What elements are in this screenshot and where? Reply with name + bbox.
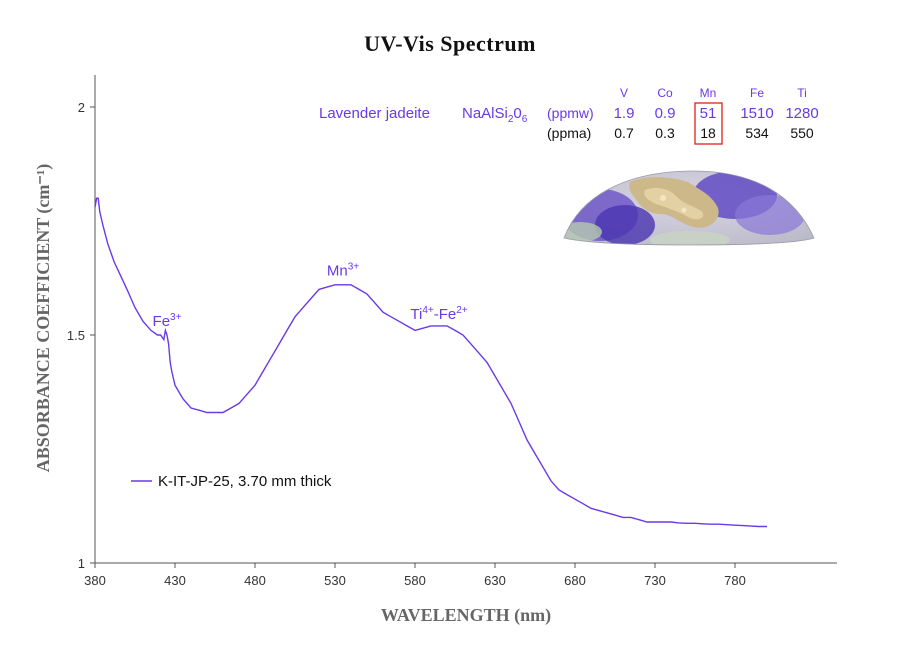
composition-table: V Co Mn Fe Ti Lavender jadeite NaAlSi206…: [319, 86, 819, 145]
ppmw-unit: (ppmw): [547, 105, 594, 121]
x-tick-label: 730: [644, 573, 666, 588]
ppma-co: 0.3: [655, 125, 675, 141]
spectrum-series-line: [94, 197, 767, 528]
element-header-ti: Ti: [797, 86, 807, 100]
element-header-mn: Mn: [700, 86, 717, 100]
x-tick-group: 380 430 480 530 580 630 680 730 780: [84, 563, 746, 588]
ppmw-fe: 1510: [740, 105, 773, 122]
x-tick-label: 680: [564, 573, 586, 588]
peak-annotation: Ti4+-Fe2+: [410, 305, 467, 323]
sample-label: Lavender jadeite: [319, 105, 430, 122]
y-tick-group: 11.52: [67, 100, 95, 571]
x-tick-label: 430: [164, 573, 186, 588]
y-tick-label: 2: [78, 100, 85, 115]
y-tick-label: 1: [78, 556, 85, 571]
ppma-v: 0.7: [614, 125, 634, 141]
x-tick-label: 780: [724, 573, 746, 588]
ppmw-co: 0.9: [655, 105, 676, 122]
legend: K-IT-JP-25, 3.70 mm thick: [131, 473, 332, 490]
peak-annotations: Fe3+ Mn3+ Ti4+-Fe2+: [153, 262, 468, 330]
x-tick-label: 530: [324, 573, 346, 588]
chart-title: UV-Vis Spectrum: [364, 31, 536, 56]
element-header-v: V: [620, 86, 628, 100]
mn-highlight-box: [694, 102, 723, 145]
element-header-fe: Fe: [750, 86, 764, 100]
jadeite-sample-photo: [563, 170, 815, 246]
ppma-unit: (ppma): [547, 125, 591, 141]
ppma-ti: 550: [790, 125, 814, 141]
y-tick-label: 1.5: [67, 328, 85, 343]
ppmw-mn: 51: [700, 105, 717, 122]
x-tick-label: 480: [244, 573, 266, 588]
element-header-co: Co: [657, 86, 673, 100]
legend-label: K-IT-JP-25, 3.70 mm thick: [158, 473, 332, 490]
ppmw-v: 1.9: [614, 105, 635, 122]
x-tick-label: 580: [404, 573, 426, 588]
formula: NaAlSi206: [462, 105, 528, 125]
x-tick-label: 630: [484, 573, 506, 588]
peak-annotation: Fe3+: [153, 312, 182, 330]
x-tick-label: 380: [84, 573, 106, 588]
y-axis-title: ABSORBANCE COEFFICIENT (cm⁻¹): [33, 164, 54, 473]
ppmw-ti: 1280: [785, 105, 818, 122]
ppma-fe: 534: [745, 125, 769, 141]
peak-annotation: Mn3+: [327, 262, 359, 280]
ppma-mn: 18: [700, 125, 716, 141]
axes: [94, 75, 837, 564]
x-axis-title: WAVELENGTH (nm): [381, 605, 551, 626]
